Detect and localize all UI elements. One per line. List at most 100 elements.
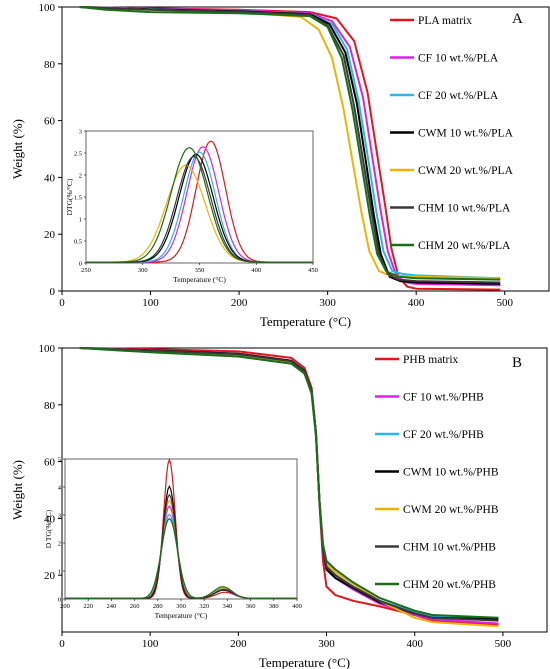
inset-frame (85, 130, 314, 264)
inset-y-tick-label: 5 (58, 457, 61, 464)
legend-item: PLA matrix (390, 15, 472, 27)
legend-label: PHB matrix (403, 354, 459, 366)
legend-item: CF 10 wt.%/PHB (375, 392, 484, 404)
x-tick-label: 500 (496, 297, 513, 309)
y-tick-label: 40 (44, 172, 56, 184)
legend-item: CF 20 wt.%/PLA (390, 90, 499, 102)
y-axis-title: Weight (%) (10, 119, 25, 179)
legend-item: CHM 20 wt.%/PLA (390, 240, 511, 252)
y-axis-title: Weight (%) (10, 460, 25, 520)
inset-y-tick-label: 2.5 (74, 151, 82, 158)
legend-item: CWM 20 wt.%/PHB (375, 504, 499, 516)
inset-y-tick-label: 4 (58, 485, 62, 492)
inset-x-tick-label: 280 (153, 603, 163, 610)
x-tick-label: 500 (495, 638, 512, 650)
legend-label: CHM 10 wt.%/PLA (418, 203, 511, 215)
legend-label: CWM 20 wt.%/PLA (418, 165, 514, 177)
y-tick-label: 100 (39, 343, 56, 355)
inset-series-line-7 (86, 147, 313, 263)
inset-x-tick-label: 400 (292, 603, 302, 610)
y-tick-label: 80 (44, 59, 56, 71)
legend-label: CF 20 wt.%/PLA (418, 90, 499, 102)
inset-x-tick-label: 320 (199, 603, 209, 610)
inset-y-tick-label: 1 (58, 569, 61, 576)
inset-x-tick-label: 450 (308, 267, 318, 274)
inset-y-tick-label: 0 (79, 261, 82, 268)
inset-y-axis-title: D TG(%/°C) (44, 509, 53, 548)
x-tick-label: 400 (406, 638, 423, 650)
y-tick-label: 80 (44, 400, 56, 412)
y-tick-label: 20 (44, 570, 56, 582)
inset-x-tick-label: 340 (223, 603, 233, 610)
legend-label: CWM 20 wt.%/PHB (403, 504, 499, 516)
legend-label: CHM 20 wt.%/PHB (403, 579, 496, 591)
series-line-6 (79, 6, 501, 284)
legend-label: PLA matrix (418, 15, 472, 27)
inset-x-tick-label: 380 (269, 603, 279, 610)
legend-item: CHM 20 wt.%/PHB (375, 579, 496, 591)
inset-y-axis-title: DTG(%/°C) (65, 178, 74, 215)
inset-series-line-7 (65, 517, 297, 599)
plot-frame (61, 6, 550, 292)
x-axis-title: Temperature (°C) (259, 655, 350, 669)
panel-label: A (512, 11, 523, 27)
x-tick-label: 100 (142, 297, 159, 309)
legend-item: CWM 20 wt.%/PLA (390, 165, 514, 177)
x-tick-label: 300 (319, 297, 336, 309)
legend-label: CF 20 wt.%/PHB (403, 429, 484, 441)
y-tick-label: 40 (44, 513, 56, 525)
legend-item: CHM 10 wt.%/PLA (390, 203, 511, 215)
inset-x-tick-label: 200 (60, 603, 70, 610)
inset-x-tick-label: 220 (83, 603, 93, 610)
inset-x-tick-label: 350 (195, 267, 205, 274)
x-tick-label: 200 (231, 297, 248, 309)
y-tick-label: 60 (44, 116, 56, 128)
x-tick-label: 0 (59, 638, 65, 650)
x-axis-title: Temperature (°C) (260, 314, 351, 329)
inset-y-tick-label: 2 (79, 173, 82, 180)
inset-x-tick-label: 250 (81, 267, 91, 274)
inset-x-axis-title: Temperature (°C) (173, 275, 226, 284)
legend-label: CWM 10 wt.%/PHB (403, 467, 499, 479)
legend-item: CWM 10 wt.%/PLA (390, 128, 514, 140)
legend-item: CF 10 wt.%/PLA (390, 53, 499, 65)
panel-A: 0 100 200 300 400 500020406080100Temperature … (10, 2, 550, 329)
inset-y-tick-label: 0 (58, 597, 61, 604)
inset-x-tick-label: 360 (246, 603, 256, 610)
inset-y-tick-label: 3 (79, 129, 82, 136)
legend-label: CF 10 wt.%/PLA (418, 53, 499, 65)
series-line-7 (79, 347, 499, 619)
y-tick-label: 0 (50, 286, 56, 298)
x-tick-label: 300 (318, 638, 335, 650)
inset-x-tick-label: 300 (138, 267, 148, 274)
legend-item: CHM 10 wt.%/PHB (375, 542, 496, 554)
inset-chart: 250 300 350 400 450 0 0.5 1 1.5 2 2.5 3 Temperature … (65, 129, 318, 285)
legend-label: CHM 20 wt.%/PLA (418, 240, 511, 252)
inset-x-tick-label: 300 (176, 603, 186, 610)
x-tick-label: 0 (59, 297, 65, 309)
x-tick-label: 200 (230, 638, 247, 650)
inset-y-tick-label: 1.5 (74, 195, 82, 202)
series-line-7 (79, 6, 501, 281)
legend-label: CHM 10 wt.%/PHB (403, 542, 496, 554)
y-tick-label: 20 (44, 229, 56, 241)
y-tick-label: 100 (39, 2, 56, 14)
inset-x-tick-label: 260 (130, 603, 140, 610)
legend-item: CWM 10 wt.%/PHB (375, 467, 499, 479)
inset-y-tick-label: 3 (58, 513, 61, 520)
x-tick-label: 100 (142, 638, 159, 650)
inset-x-tick-label: 400 (251, 267, 261, 274)
inset-y-tick-label: 1 (79, 217, 82, 224)
x-tick-label: 400 (408, 297, 425, 309)
legend-item: PHB matrix (375, 354, 459, 366)
panel-label: B (512, 355, 522, 371)
legend-item: CF 20 wt.%/PHB (375, 429, 484, 441)
legend-label: CF 10 wt.%/PHB (403, 392, 484, 404)
inset-x-axis-title: Temperature (°C) (155, 611, 208, 620)
inset-y-tick-label: 2 (58, 541, 61, 548)
inset-x-tick-label: 240 (107, 603, 117, 610)
inset-chart: 200 220 240 260 280 300 320 340 360 380 400 0 1 2 3 4 5 T… (44, 457, 302, 621)
legend-label: CWM 10 wt.%/PLA (418, 128, 514, 140)
